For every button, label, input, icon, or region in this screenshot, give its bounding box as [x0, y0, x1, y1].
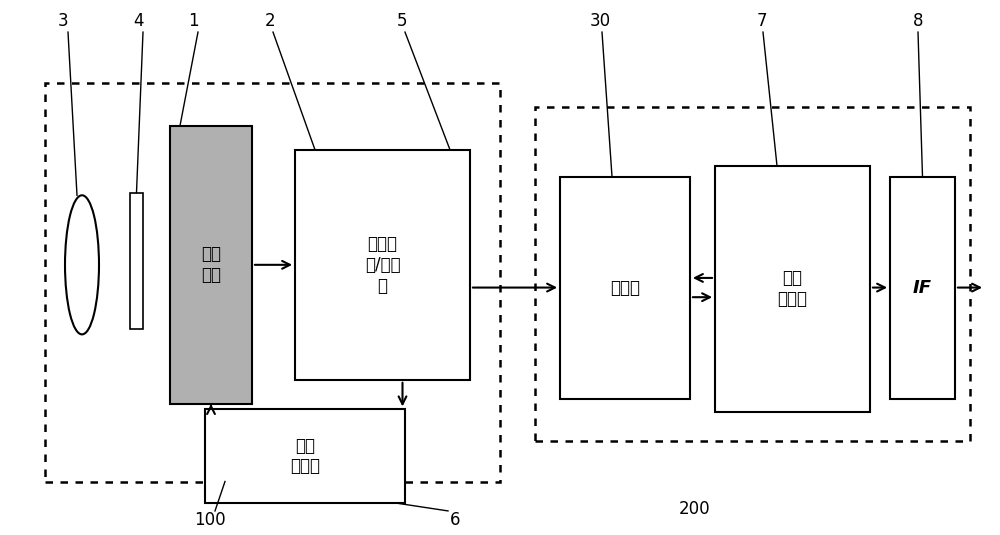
Text: 元件
驱动部: 元件 驱动部: [290, 437, 320, 476]
Bar: [170, 126, 252, 404]
Text: 信号发
生/接收
部: 信号发 生/接收 部: [365, 235, 400, 295]
Text: 摄像
元件: 摄像 元件: [201, 246, 221, 284]
Text: 30: 30: [589, 12, 611, 30]
Bar: [560, 177, 690, 399]
Text: 存储器: 存储器: [610, 279, 640, 296]
Text: 6: 6: [450, 511, 460, 529]
Bar: [535, 107, 970, 441]
Text: 200: 200: [679, 500, 711, 518]
Text: 5: 5: [397, 12, 407, 30]
Text: 100: 100: [194, 511, 226, 529]
Text: IF: IF: [913, 279, 932, 296]
Bar: [890, 177, 955, 399]
Bar: [715, 166, 870, 412]
Bar: [295, 150, 470, 380]
Text: 7: 7: [757, 12, 767, 30]
Bar: [130, 193, 143, 329]
Text: 8: 8: [913, 12, 923, 30]
Text: 1: 1: [188, 12, 198, 30]
Ellipse shape: [65, 195, 99, 334]
Text: 3: 3: [58, 12, 68, 30]
Text: 2: 2: [265, 12, 275, 30]
Text: 图像
处理部: 图像 处理部: [778, 270, 808, 308]
Bar: [45, 83, 500, 482]
Text: 4: 4: [133, 12, 143, 30]
Bar: [205, 409, 405, 503]
